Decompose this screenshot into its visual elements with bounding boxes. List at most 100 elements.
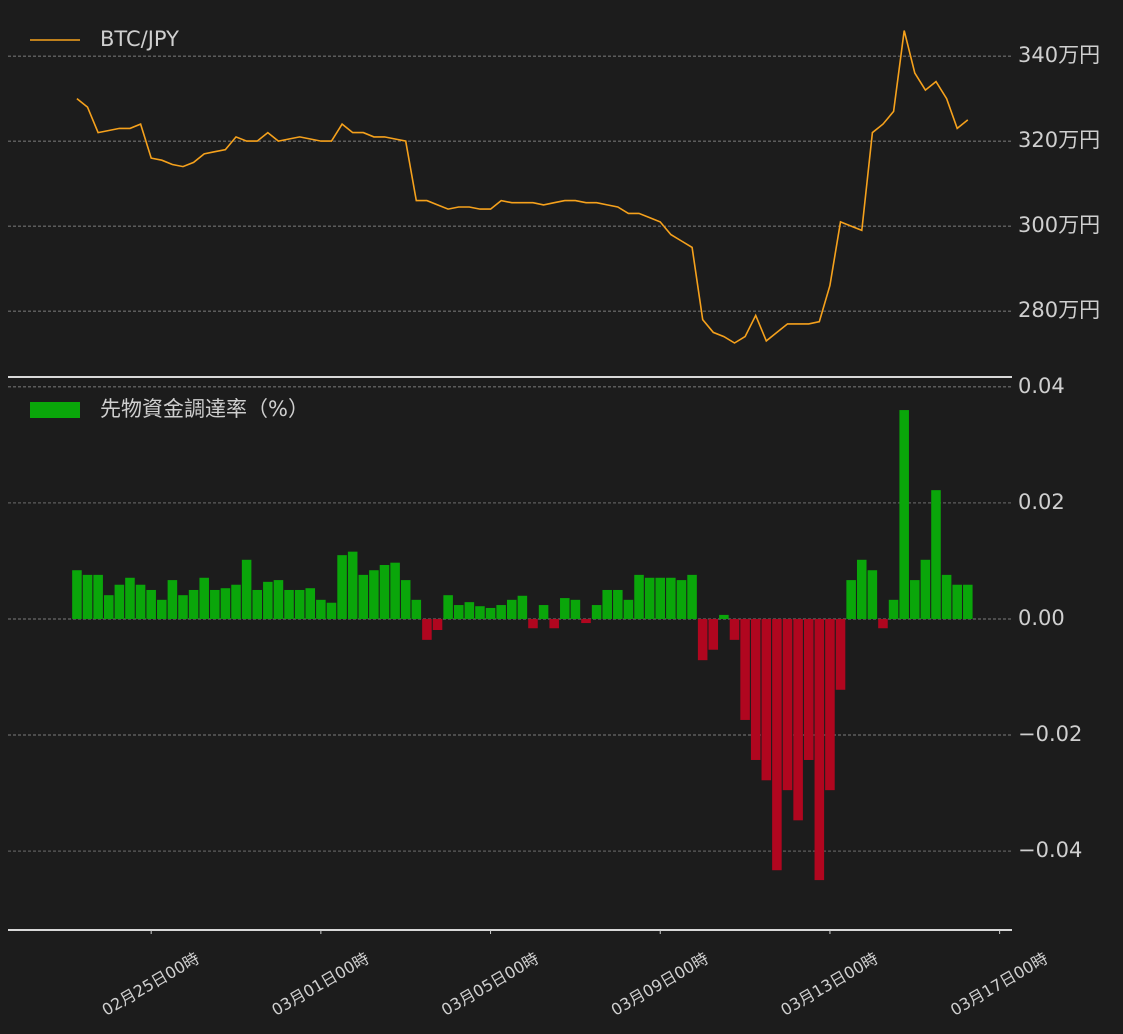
legend-swatch [30,402,80,418]
y-tick-label: −0.04 [1018,838,1082,862]
bar [135,584,146,619]
bar [400,580,411,619]
bar [719,614,729,619]
bar [114,584,125,619]
bar [125,577,135,619]
bar [740,618,750,720]
bar [284,589,294,619]
y-tick-label: 0.02 [1018,490,1065,514]
bar [263,581,273,619]
y-tick-label: 340万円 [1018,43,1100,67]
bar [878,618,888,629]
bar [952,584,962,619]
bar [241,559,252,619]
bar [453,605,464,619]
bar [326,602,337,619]
bar [252,589,263,619]
bar [422,618,432,640]
bar [846,580,856,619]
bar [920,559,931,619]
bar [888,599,899,619]
bar [305,588,316,619]
bar [379,565,390,619]
bar [188,589,199,619]
bar [729,618,740,640]
bar [443,595,453,619]
bar [506,599,517,619]
bar [528,618,538,629]
y-tick-label: 320万円 [1018,128,1100,152]
bar [464,602,475,619]
bar [411,599,422,619]
bar [316,599,326,619]
bar [825,618,835,791]
bar [761,618,772,781]
bar [655,577,666,619]
bar [231,584,241,619]
bar [178,595,188,619]
y-tick-label: 0.04 [1018,374,1065,398]
bar [644,577,655,619]
bar [856,559,867,619]
bar [803,618,814,760]
bar [793,618,803,821]
y-tick-label: −0.02 [1018,722,1082,746]
bar [390,562,400,619]
bar [570,599,581,619]
bar [103,595,114,619]
bar [72,570,82,619]
bar [899,410,909,619]
bar [538,605,549,619]
bar [910,580,920,619]
bar [666,577,676,619]
bar [963,584,973,619]
bar [485,607,496,619]
legend-label: 先物資金調達率（%） [100,397,309,421]
bar [591,605,602,619]
bar [496,605,506,619]
bar [199,577,209,619]
bar [867,570,878,619]
y-tick-label: 280万円 [1018,298,1100,322]
bar [814,618,825,881]
bar [157,599,167,619]
bar [432,618,443,630]
bar [634,574,644,619]
y-tick-label: 0.00 [1018,606,1065,630]
bar [676,580,687,619]
bar [210,589,220,619]
bar [475,606,485,619]
bar [835,618,846,690]
bar [294,589,305,619]
bar [697,618,708,661]
bar [602,589,612,619]
bar [687,574,697,619]
bar [581,618,591,624]
bar [82,574,93,619]
bar [146,589,156,619]
bar [93,574,103,619]
bar [560,598,570,619]
bar [358,574,369,619]
bar [220,588,231,619]
bar [517,595,528,619]
price-line [76,30,969,344]
bar [613,589,623,619]
bar [347,551,358,619]
bar [623,599,634,619]
bar [782,618,793,791]
bar [708,618,719,650]
bar [273,580,284,619]
bar [750,618,761,760]
bar [772,618,782,871]
bar [167,580,178,619]
bar [369,570,379,619]
legend-label: BTC/JPY [100,27,179,51]
bar [337,555,347,619]
bar [931,490,941,619]
bar [941,574,952,619]
y-tick-label: 300万円 [1018,213,1100,237]
bar [549,618,559,629]
